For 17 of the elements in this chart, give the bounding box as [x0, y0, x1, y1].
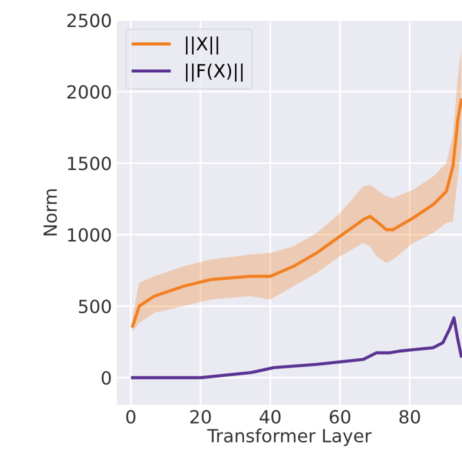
x-tick-label: 0 — [126, 410, 136, 424]
y-tick-label: 2500 — [67, 14, 111, 28]
x-tick-label: 60 — [330, 410, 350, 424]
x-tick-label: 40 — [260, 410, 281, 424]
x-tick-label: 20 — [190, 410, 211, 424]
y-tick-label: 1500 — [68, 156, 111, 170]
legend-label: ||F(X)|| — [186, 64, 243, 82]
y-axis-title: Norm — [44, 189, 58, 236]
y-tick-label: 1000 — [68, 228, 111, 242]
y-tick-label: 0 — [102, 371, 111, 385]
line-series — [131, 98, 462, 328]
x-tick-label: 80 — [399, 410, 420, 424]
line-series — [131, 316, 462, 380]
y-tick-label: 2000 — [67, 85, 111, 99]
legend-label: ||X|| — [186, 36, 218, 54]
y-tick-label: 500 — [78, 300, 111, 314]
x-axis-title: Transformer Layer — [207, 428, 372, 446]
